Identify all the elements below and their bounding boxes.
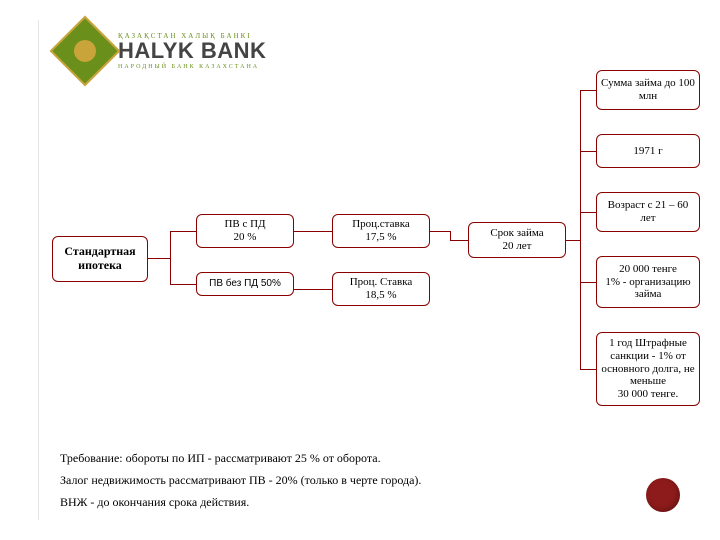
line [148,258,170,259]
slide: { "logo": { "top": "ҚАЗАҚСТАН ХАЛЫҚ БАНК… [0,0,720,540]
line [580,212,596,213]
bank-logo: ҚАЗАҚСТАН ХАЛЫҚ БАНКІ HALYK BANK НАРОДНЫ… [60,26,266,76]
line [170,284,196,285]
node-l3b: Проц. Ставка 18,5 % [332,272,430,306]
logo-text: ҚАЗАҚСТАН ХАЛЫҚ БАНКІ HALYK BANK НАРОДНЫ… [118,33,266,70]
node-l2a: ПВ с ПД 20 % [196,214,294,248]
left-rule [38,20,39,520]
logo-mark-icon [50,16,121,87]
line [294,231,332,232]
accent-dot-icon [646,478,680,512]
node-r5: 1 год Штрафные санкции - 1% от основного… [596,332,700,406]
footer-line-1: Требование: обороты по ИП - рассматриваю… [60,451,381,466]
node-r4: 20 000 тенге 1% - организацию займа [596,256,700,308]
node-r3: Возраст с 21 – 60 лет [596,192,700,232]
node-root: Стандартная ипотека [52,236,148,282]
logo-main: HALYK BANK [118,40,266,62]
line [580,369,596,370]
line [580,151,596,152]
line [450,240,468,241]
line [580,282,596,283]
node-r2: 1971 г [596,134,700,168]
node-l2b: ПВ без ПД 50% [196,272,294,296]
line [580,90,596,91]
node-r1: Сумма займа до 100 млн [596,70,700,110]
line [170,231,171,284]
footer-line-3: ВНЖ - до окончания срока действия. [60,495,249,510]
line [294,289,332,290]
footer-line-2: Залог недвижимость рассматривают ПВ - 20… [60,473,421,488]
node-l3a: Проц.ставка 17,5 % [332,214,430,248]
line [170,231,196,232]
node-l4: Срок займа 20 лет [468,222,566,258]
line [580,90,581,369]
line [430,231,450,232]
line [566,240,580,241]
logo-subline: НАРОДНЫЙ БАНК КАЗАХСТАНА [118,64,266,70]
